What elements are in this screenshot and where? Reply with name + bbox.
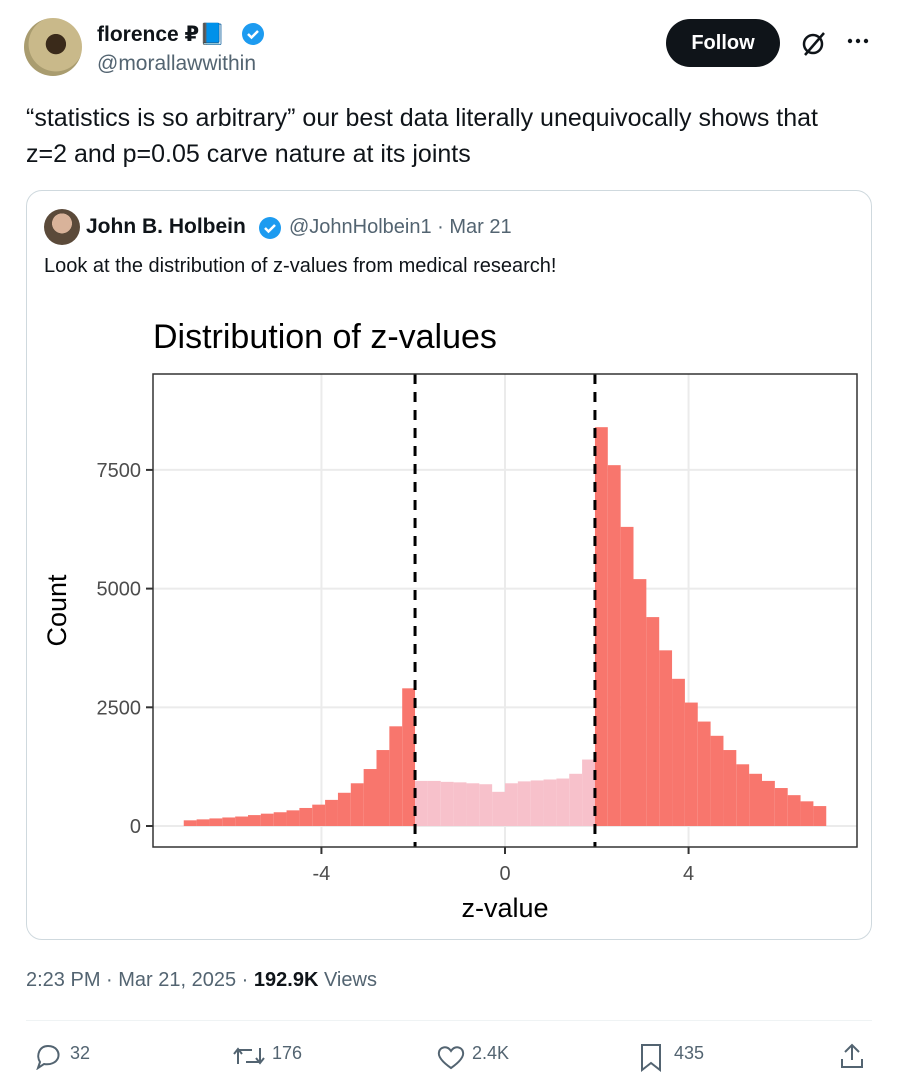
chart-title: Distribution of z-values xyxy=(153,318,497,356)
histogram-bar xyxy=(350,783,364,827)
histogram-bar xyxy=(813,806,827,827)
histogram-bar xyxy=(376,750,390,827)
x-tick-label: 0 xyxy=(499,863,510,885)
share-icon[interactable] xyxy=(838,1042,866,1070)
histogram-bar xyxy=(517,781,531,827)
histogram-bar xyxy=(427,780,441,827)
histogram-bar xyxy=(479,784,493,827)
histogram-bar xyxy=(723,750,737,827)
views-count: 192.9K xyxy=(253,969,319,991)
histogram-bar xyxy=(556,778,570,827)
histogram-bar xyxy=(530,780,544,827)
histogram-bar xyxy=(453,782,467,827)
histogram-bar xyxy=(659,650,673,827)
histogram-bar xyxy=(774,788,788,827)
histogram-bar xyxy=(762,780,775,827)
histogram-bar xyxy=(633,579,647,827)
x-tick-label: 4 xyxy=(683,863,694,885)
author-handle[interactable]: @morallawwithin xyxy=(97,52,257,75)
histogram-bar xyxy=(620,526,634,827)
plot-border xyxy=(152,373,858,848)
histogram-bar xyxy=(684,702,698,827)
histogram-bar xyxy=(209,818,223,827)
histogram-bar xyxy=(607,465,621,827)
quote-card[interactable] xyxy=(26,190,872,940)
repost-icon[interactable] xyxy=(232,1042,266,1070)
histogram-bar xyxy=(710,735,724,827)
y-tick-label: 0 xyxy=(130,816,141,838)
chart: 0 2500 5000 7500 -4 0 4 Distribution of z-value… xyxy=(42,318,858,923)
histogram-bar xyxy=(363,769,377,827)
histogram-bar xyxy=(697,721,711,827)
histogram-bar xyxy=(569,773,583,827)
histogram-bar xyxy=(440,781,454,827)
x-tick-label: -4 xyxy=(313,863,331,885)
avatar[interactable] xyxy=(24,18,82,76)
histogram-bar xyxy=(594,427,608,827)
footer: 2:23 PM · Mar 21, 2025 · 192.9K Views xyxy=(26,969,377,992)
more-icon[interactable] xyxy=(846,34,874,48)
histogram-bar xyxy=(672,678,685,827)
histogram-bar xyxy=(787,795,801,827)
histogram-bar xyxy=(183,820,197,827)
reply-icon[interactable] xyxy=(34,1042,62,1070)
tweet-text: “statistics is so arbitrary” our best da… xyxy=(26,104,818,168)
histogram-bar xyxy=(273,812,287,827)
histogram-bar xyxy=(505,783,518,827)
x-axis-label: z-value xyxy=(461,893,548,923)
histogram-bar xyxy=(196,819,210,827)
histogram-bar xyxy=(299,807,313,827)
histogram-bar xyxy=(800,801,814,827)
divider xyxy=(26,1020,872,1021)
y-tick-label: 7500 xyxy=(97,460,142,482)
verified-badge xyxy=(242,23,264,45)
follow-button[interactable]: Follow xyxy=(666,19,780,67)
histogram-bar xyxy=(492,791,505,827)
histogram-bar xyxy=(736,764,750,827)
reply-count[interactable]: 32 xyxy=(70,1043,91,1063)
grok-icon[interactable] xyxy=(800,30,828,58)
histogram-bar xyxy=(222,817,236,827)
quote-text: Look at the distribution of z-values fro… xyxy=(44,255,557,277)
histogram-bar xyxy=(582,759,595,827)
quote-meta: @JohnHolbein1 · Mar 21 xyxy=(289,216,512,238)
histogram-bar xyxy=(749,773,763,827)
quote-avatar xyxy=(44,209,80,245)
histogram-bar xyxy=(466,783,480,827)
histogram-bar xyxy=(247,815,261,827)
histogram-bar xyxy=(389,726,403,827)
bookmark-icon[interactable] xyxy=(638,1042,664,1072)
histogram-bar xyxy=(646,617,660,827)
histogram-bar xyxy=(402,688,416,827)
histogram-bar xyxy=(543,779,557,827)
histogram-bar xyxy=(312,804,326,827)
histogram-bar xyxy=(337,792,351,827)
bookmark-count[interactable]: 435 xyxy=(674,1043,705,1063)
repost-count[interactable]: 176 xyxy=(272,1043,303,1063)
quote-name: John B. Holbein xyxy=(86,215,246,238)
y-tick-label: 2500 xyxy=(97,697,142,719)
histogram-bar xyxy=(260,813,274,827)
y-tick-label: 5000 xyxy=(97,579,142,601)
author-name[interactable]: florence ₽📘 xyxy=(97,23,226,46)
views-label: Views xyxy=(323,969,377,991)
histogram-bar xyxy=(286,810,300,827)
timestamp: 2:23 PM · Mar 21, 2025 · xyxy=(26,969,249,991)
quote-verified xyxy=(259,217,281,239)
like-icon[interactable] xyxy=(436,1043,466,1071)
like-count[interactable]: 2.4K xyxy=(472,1043,510,1063)
histogram-bar xyxy=(235,816,248,827)
y-axis-label: Count xyxy=(42,574,72,647)
histogram-bar xyxy=(325,799,338,827)
histogram-bar xyxy=(415,780,428,827)
